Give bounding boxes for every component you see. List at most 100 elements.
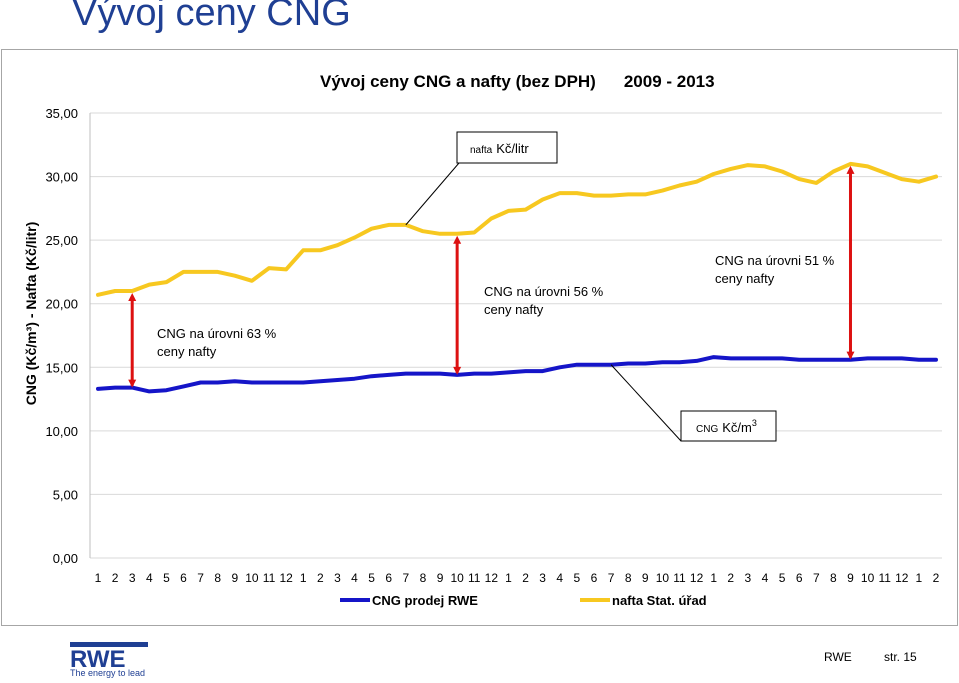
data-point	[250, 279, 254, 283]
x-tick-label: 8	[420, 571, 427, 585]
y-tick-label: 35,00	[45, 106, 78, 121]
data-point	[729, 356, 733, 360]
annotation-text: CNG na úrovni 51 %	[715, 253, 835, 268]
chart-title: Vývoj ceny CNG a nafty (bez DPH) 2009 - 2…	[320, 72, 715, 91]
data-point	[712, 355, 716, 359]
x-tick-label: 2	[933, 571, 940, 585]
x-tick-label: 5	[779, 571, 786, 585]
series-line-nafta	[96, 161, 938, 297]
chart-frame: Vývoj ceny CNG a nafty (bez DPH) 2009 - 2…	[1, 49, 958, 626]
data-point	[558, 191, 562, 195]
data-point	[866, 356, 870, 360]
data-point	[216, 270, 220, 274]
data-point	[233, 274, 237, 278]
x-tick-label: 10	[245, 571, 259, 585]
data-point	[541, 197, 545, 201]
arrow-head-bottom	[453, 366, 462, 375]
data-point	[147, 389, 151, 393]
x-tick-label: 8	[214, 571, 221, 585]
data-point	[301, 381, 305, 385]
data-point	[592, 363, 596, 367]
x-tick-label: 7	[197, 571, 204, 585]
callout-box-cng	[680, 410, 777, 442]
x-tick-label: 10	[656, 571, 670, 585]
data-point	[387, 223, 391, 227]
data-point	[780, 356, 784, 360]
arrow-head-bottom	[846, 351, 855, 360]
data-point	[746, 356, 750, 360]
data-point	[421, 372, 425, 376]
x-tick-label: 6	[180, 571, 187, 585]
data-point	[489, 372, 493, 376]
x-tick-label: 7	[813, 571, 820, 585]
y-tick-label: 15,00	[45, 360, 78, 375]
y-tick-label: 0,00	[53, 551, 78, 566]
x-tick-label: 3	[129, 571, 136, 585]
data-point	[780, 169, 784, 173]
page-number: str. 15	[884, 650, 917, 664]
annotation-text: CNG na úrovni 56 %	[484, 284, 604, 299]
callout-box-nafta	[456, 131, 558, 164]
series-line-cng	[96, 355, 938, 394]
y-tick-label: 20,00	[45, 297, 78, 312]
data-point	[318, 248, 322, 252]
data-point	[592, 194, 596, 198]
data-point	[113, 386, 117, 390]
data-point	[729, 167, 733, 171]
data-point	[900, 177, 904, 181]
x-tick-label: 4	[556, 571, 563, 585]
data-point	[558, 365, 562, 369]
data-point	[318, 379, 322, 383]
x-tick-label: 10	[450, 571, 464, 585]
data-point	[643, 192, 647, 196]
y-tick-label: 25,00	[45, 233, 78, 248]
x-tick-label: 2	[112, 571, 119, 585]
legend: CNG prodej RWE nafta Stat. úřad	[340, 593, 707, 608]
data-point	[472, 231, 476, 235]
data-point	[695, 180, 699, 184]
data-point	[934, 358, 938, 362]
data-point	[695, 359, 699, 363]
x-tick-label: 11	[878, 571, 891, 585]
data-point	[677, 183, 681, 187]
data-point	[284, 381, 288, 385]
data-point	[575, 363, 579, 367]
x-tick-label: 4	[351, 571, 358, 585]
data-point	[643, 361, 647, 365]
data-point	[506, 370, 510, 374]
data-point	[335, 243, 339, 247]
x-tick-label: 10	[861, 571, 875, 585]
y-tick-label: 10,00	[45, 424, 78, 439]
data-point	[524, 208, 528, 212]
data-point	[900, 356, 904, 360]
data-point	[712, 172, 716, 176]
data-point	[353, 236, 357, 240]
x-tick-label: 1	[710, 571, 717, 585]
x-tick-label: 12	[485, 571, 499, 585]
x-tick-label: 9	[642, 571, 649, 585]
data-point	[353, 377, 357, 381]
data-point	[370, 374, 374, 378]
annotation-text: CNG na úrovni 63 %	[157, 326, 277, 341]
data-point	[626, 361, 630, 365]
data-point	[677, 360, 681, 364]
data-point	[199, 381, 203, 385]
x-tick-label: 1	[505, 571, 512, 585]
x-tick-label: 5	[163, 571, 170, 585]
data-point	[113, 289, 117, 293]
data-point	[763, 164, 767, 168]
callout-label-nafta: nafta Kč/litr	[470, 141, 529, 156]
data-point	[404, 372, 408, 376]
data-point	[216, 381, 220, 385]
data-point	[147, 283, 151, 287]
legend-label: CNG prodej RWE	[372, 593, 478, 608]
y-tick-label: 5,00	[53, 487, 78, 502]
x-tick-label: 4	[146, 571, 153, 585]
x-tick-label: 11	[468, 571, 481, 585]
x-tick-label: 2	[522, 571, 529, 585]
rwe-logo: RWE	[70, 640, 150, 673]
data-point	[233, 379, 237, 383]
data-point	[182, 384, 186, 388]
x-tick-label: 3	[745, 571, 752, 585]
x-tick-label: 2	[727, 571, 734, 585]
